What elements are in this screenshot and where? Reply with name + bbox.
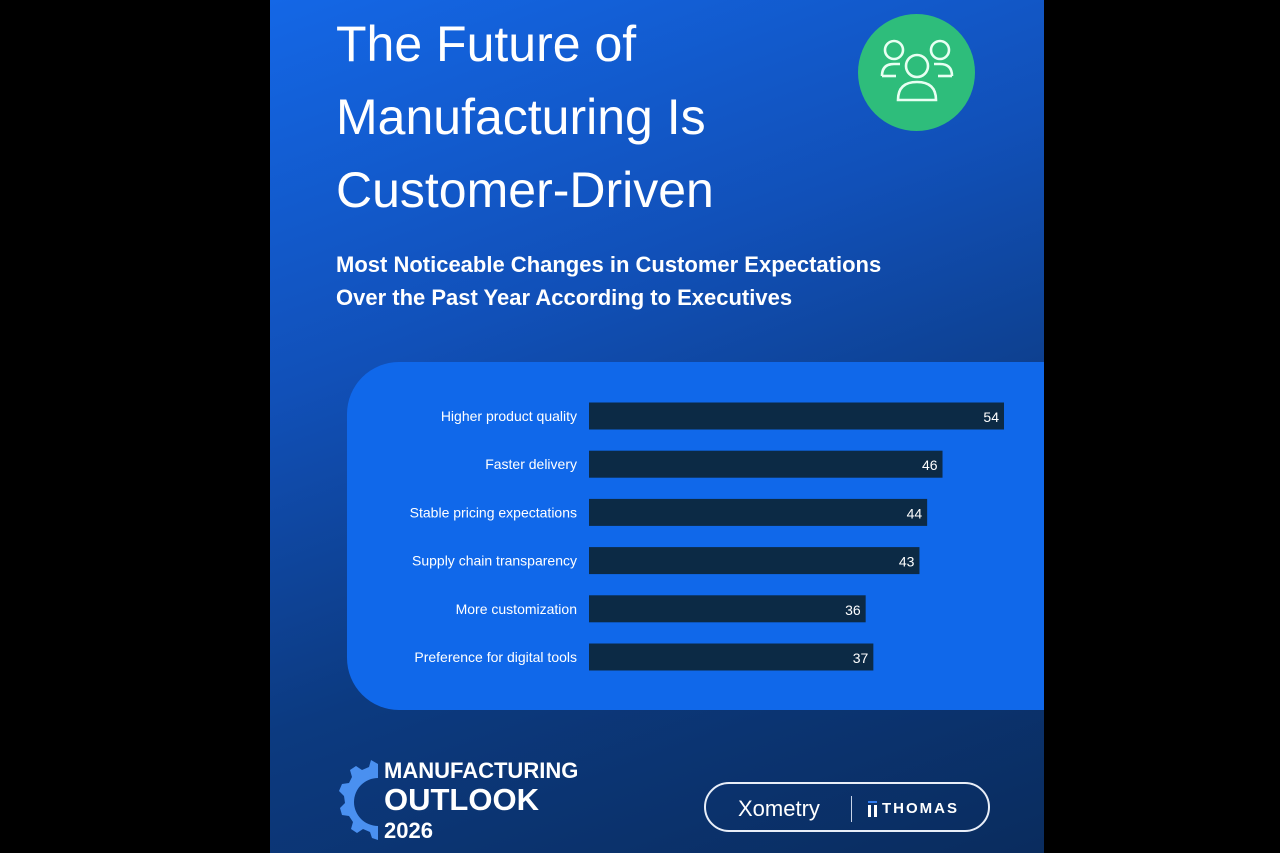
bar	[589, 595, 866, 623]
subtitle-line: Most Noticeable Changes in Customer Expe…	[336, 252, 882, 277]
bar-chart: Higher product quality 54 Faster delivery 4…	[410, 402, 1004, 671]
data-label: 44	[907, 505, 923, 521]
title-line: Customer-Driven	[336, 162, 714, 218]
title-line: Manufacturing Is	[336, 89, 706, 145]
subtitle-line: Over the Past Year According to Executiv…	[336, 285, 793, 310]
category-label: Preference for digital tools	[414, 649, 577, 665]
data-label: 43	[899, 554, 915, 570]
bar	[589, 402, 1004, 430]
category-label: More customization	[456, 601, 577, 617]
bar	[589, 450, 943, 478]
gear-icon	[339, 760, 378, 840]
people-group-icon	[858, 14, 975, 131]
category-label: Supply chain transparency	[412, 553, 577, 569]
category-label: Stable pricing expectations	[410, 504, 577, 520]
bar	[589, 498, 928, 526]
chart-card: Higher product quality 54 Faster delivery 4…	[347, 362, 1044, 710]
category-label: Higher product quality	[441, 408, 577, 424]
data-label: 36	[845, 602, 861, 618]
thomas-logo-icon	[868, 801, 877, 817]
partner-logos: Xometry THOMAS	[704, 782, 990, 832]
bar	[589, 547, 920, 575]
data-label: 46	[922, 457, 938, 473]
data-label: 54	[983, 409, 999, 425]
title-line: The Future of	[336, 16, 637, 72]
thomas-logo: THOMAS	[882, 800, 959, 817]
chart-subtitle: Most Noticeable Changes in Customer Expe…	[336, 248, 976, 314]
data-label: 37	[853, 650, 869, 666]
infographic-panel: The Future of Manufacturing Is Customer-…	[270, 0, 1044, 853]
category-label: Faster delivery	[485, 456, 577, 472]
bar	[589, 643, 874, 671]
logo-line: 2026	[384, 818, 433, 843]
xometry-logo: Xometry	[738, 796, 820, 821]
logo-line: MANUFACTURING	[384, 758, 579, 783]
page-title: The Future of Manufacturing Is Customer-…	[336, 8, 714, 227]
logo-line: OUTLOOK	[384, 782, 539, 817]
divider	[851, 796, 852, 822]
